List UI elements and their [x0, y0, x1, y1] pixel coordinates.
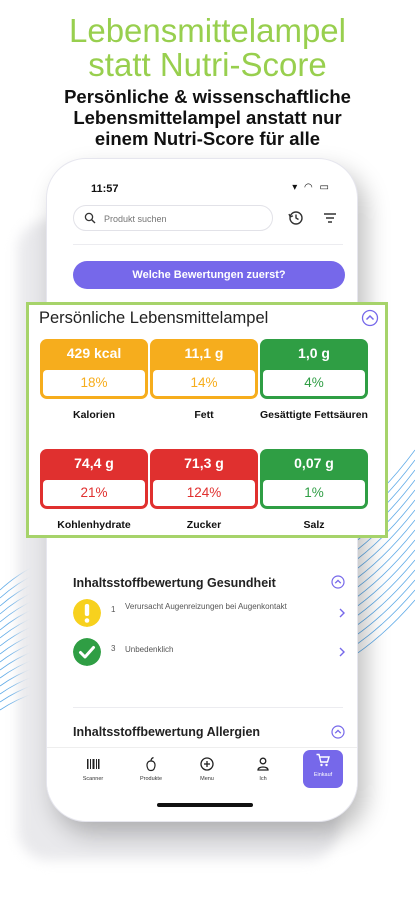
nutrient-label: Kohlenhydrate [57, 519, 131, 531]
chevron-up-icon[interactable] [331, 725, 345, 739]
nutrient-label: Fett [194, 409, 214, 421]
ingredient-count: 3 [111, 644, 116, 653]
nutrient-percent: 124% [153, 480, 255, 506]
bottom-tab-bar: Scanner Produkte Menu Ich [47, 747, 357, 797]
subline-line-3: einem Nutri-Score für alle [94, 128, 321, 149]
divider [73, 244, 343, 245]
subline: Persönliche & wissenschaftliche Lebensmi… [0, 86, 415, 149]
tab-label: Produkte [139, 776, 162, 782]
tab-label: Einkauf [313, 772, 333, 778]
produce-icon [146, 756, 156, 772]
health-section-title: Inhaltsstoffbewertung Gesundheit [73, 576, 276, 590]
chevron-up-icon[interactable] [331, 575, 345, 589]
chevron-right-icon [339, 608, 345, 618]
divider [73, 707, 343, 708]
cart-icon [316, 753, 330, 767]
nutrient-value: 11,1 g [184, 345, 224, 361]
ratings-order-button[interactable]: Welche Bewertungen zuerst? [73, 261, 345, 289]
ingredient-row-safe[interactable]: 3 Unbedenklich [73, 638, 349, 668]
nutrient-percent: 21% [43, 480, 145, 506]
plus-circle-icon [200, 757, 214, 771]
nutrient-percent: 14% [153, 370, 255, 396]
nutrient-label: Salz [303, 519, 325, 531]
nutrient-value: 0,07 g [294, 455, 334, 471]
search-bar[interactable] [73, 205, 273, 231]
nutrient-percent: 1% [263, 480, 365, 506]
filter-icon[interactable] [321, 209, 339, 227]
search-icon [84, 212, 96, 224]
ingredient-row-warning[interactable]: 1 Verursacht Augenreizungen bei Augenkon… [73, 599, 349, 629]
nutrient-value: 74,4 g [74, 455, 114, 471]
headline-line-2: statt Nutri-Score [88, 46, 327, 83]
tab-label: Scanner [82, 776, 104, 782]
search-input[interactable] [104, 210, 264, 228]
exclamation-icon [73, 599, 101, 627]
chevron-up-icon[interactable] [361, 309, 379, 327]
tab-ich[interactable]: Ich [243, 754, 283, 792]
chevron-right-icon [339, 647, 345, 657]
history-icon[interactable] [287, 209, 305, 227]
person-icon [257, 757, 269, 771]
nutrient-value: 429 kcal [66, 345, 122, 361]
check-icon [73, 638, 101, 666]
ingredient-text: Verursacht Augenreizungen bei Augenkonta… [125, 602, 287, 611]
allergy-section-title: Inhaltsstoffbewertung Allergien [73, 725, 261, 739]
tab-produkte[interactable]: Produkte [131, 754, 171, 792]
nutrient-value: 71,3 g [184, 455, 224, 471]
nutrient-tile: 429 kcal 18% [40, 339, 148, 399]
nutrient-tile: 74,4 g 21% [40, 449, 148, 509]
nutrient-tile: 0,07 g 1% [260, 449, 368, 509]
nutrient-value: 1,0 g [298, 345, 330, 361]
nutrient-tile: 71,3 g 124% [150, 449, 258, 509]
tab-label: Ich [259, 776, 267, 782]
home-indicator [157, 803, 253, 807]
tab-menu[interactable]: Menu [187, 754, 227, 792]
nutrient-tile: 11,1 g 14% [150, 339, 258, 399]
nutrient-label: Zucker [186, 519, 222, 531]
headline: Lebensmittelampel statt Nutri-Score [0, 14, 415, 82]
nutrient-label: Kalorien [72, 409, 115, 421]
nutrient-percent: 4% [263, 370, 365, 396]
nutrition-traffic-light-card: Persönliche Lebensmittelampel 429 kcal 18… [26, 302, 388, 538]
subline-line-2: Lebensmittelampel anstatt nur [73, 107, 342, 128]
tab-scanner[interactable]: Scanner [73, 754, 113, 792]
nutrient-percent: 18% [43, 370, 145, 396]
headline-line-1: Lebensmittelampel [69, 12, 346, 49]
ingredient-text: Unbedenklich [125, 645, 174, 654]
status-icons: ▾ ◠ ▭ [292, 182, 331, 193]
barcode-icon [87, 759, 100, 769]
nutrient-label: Gesättigte Fettsäuren [260, 409, 368, 421]
status-time: 11:57 [91, 183, 119, 195]
ingredient-count: 1 [111, 605, 116, 614]
subline-line-1: Persönliche & wissenschaftliche [64, 86, 351, 107]
tab-einkauf[interactable]: Einkauf [303, 750, 343, 788]
tab-label: Menu [200, 776, 214, 782]
nutrient-tile: 1,0 g 4% [260, 339, 368, 399]
card-title: Persönliche Lebensmittelampel [39, 309, 269, 327]
